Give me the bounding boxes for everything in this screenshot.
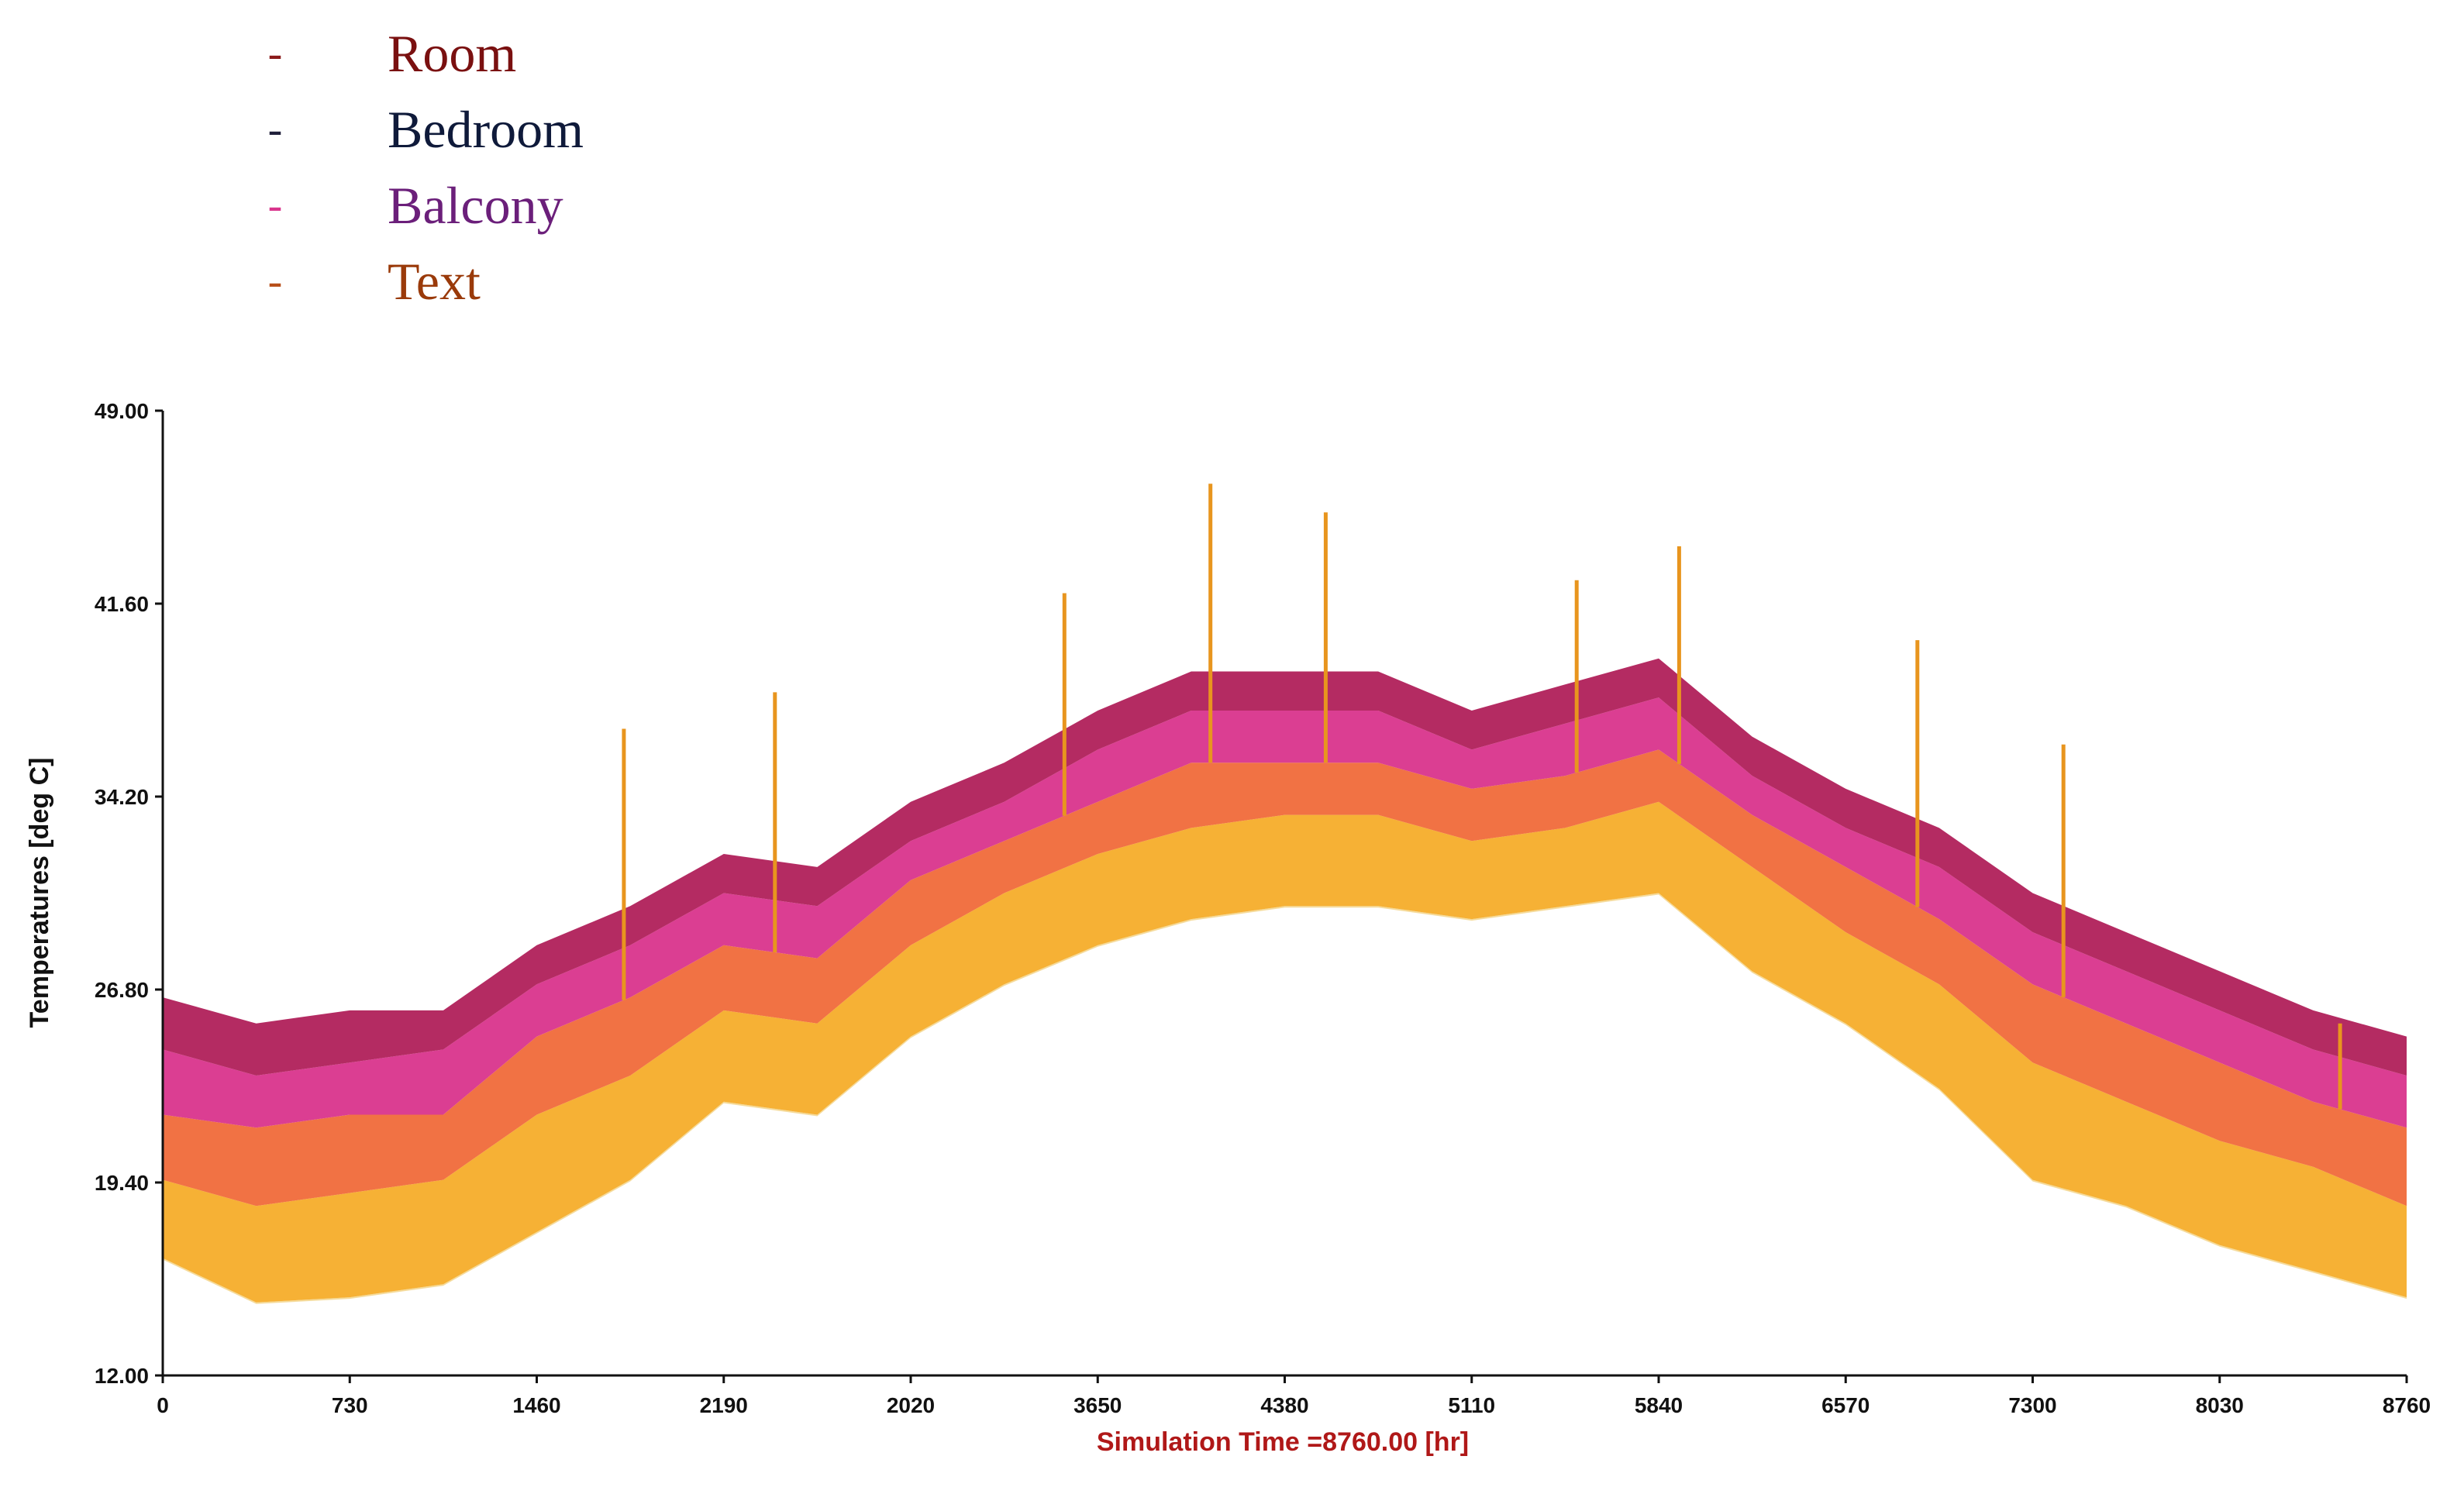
- legend-label-balcony: Balcony: [388, 175, 563, 235]
- y-axis-title: Temperatures [deg C]: [25, 758, 54, 1028]
- legend-item-room: - Room: [264, 15, 584, 91]
- x-tick-label: 5110: [1448, 1393, 1495, 1417]
- series-areas: [163, 658, 2407, 1375]
- x-tick-label: 2020: [887, 1393, 935, 1417]
- legend-marker: -: [267, 181, 283, 229]
- x-tick-label: 7300: [2008, 1393, 2056, 1417]
- x-tick-label: 1460: [512, 1393, 560, 1417]
- legend-item-bedroom: - Bedroom: [264, 91, 584, 167]
- y-tick-label: 34.20: [95, 785, 149, 809]
- below-min-mask: [163, 894, 2407, 1375]
- y-tick-label: 49.00: [95, 399, 149, 423]
- y-tick-label: 12.00: [95, 1364, 149, 1388]
- y-axis-ticks: 12.00 19.40 26.80 34.20 41.60 49.00: [95, 399, 163, 1388]
- y-tick-label: 26.80: [95, 978, 149, 1002]
- x-tick-label: 5840: [1635, 1393, 1683, 1417]
- x-axis-ticks: 0 730 1460 2190 2020 3650 4380 5110 5840 6570 7300…: [157, 1375, 2431, 1417]
- legend-item-text: - Text: [264, 243, 584, 319]
- x-tick-label: 8030: [2196, 1393, 2244, 1417]
- series-band-balcony: [163, 749, 2407, 1207]
- legend-label-room: Room: [388, 23, 517, 83]
- x-tick-label: 730: [332, 1393, 368, 1417]
- legend-marker: -: [267, 105, 283, 153]
- series-band-bedroom: [163, 697, 2407, 1128]
- legend-marker: -: [267, 29, 283, 77]
- x-tick-label: 6570: [1821, 1393, 1870, 1417]
- series-band-text: [163, 801, 2407, 1303]
- y-tick-label: 41.60: [95, 592, 149, 616]
- legend-item-balcony: - Balcony: [264, 167, 584, 243]
- series-peaks: [622, 484, 2342, 1110]
- legend-label-bedroom: Bedroom: [388, 99, 584, 159]
- series-band-room: [163, 658, 2407, 1076]
- x-tick-label: 0: [157, 1393, 169, 1417]
- legend-label-text: Text: [388, 251, 481, 311]
- x-tick-label: 4380: [1260, 1393, 1308, 1417]
- x-tick-label: 3650: [1073, 1393, 1122, 1417]
- x-tick-label: 8760: [2383, 1393, 2431, 1417]
- y-tick-label: 19.40: [95, 1171, 149, 1195]
- legend-marker: -: [267, 257, 283, 305]
- chart-legend: - Room - Bedroom - Balcony - Text: [264, 15, 584, 319]
- x-axis-title: Simulation Time =8760.00 [hr]: [1097, 1427, 1469, 1457]
- x-tick-label: 2190: [700, 1393, 748, 1417]
